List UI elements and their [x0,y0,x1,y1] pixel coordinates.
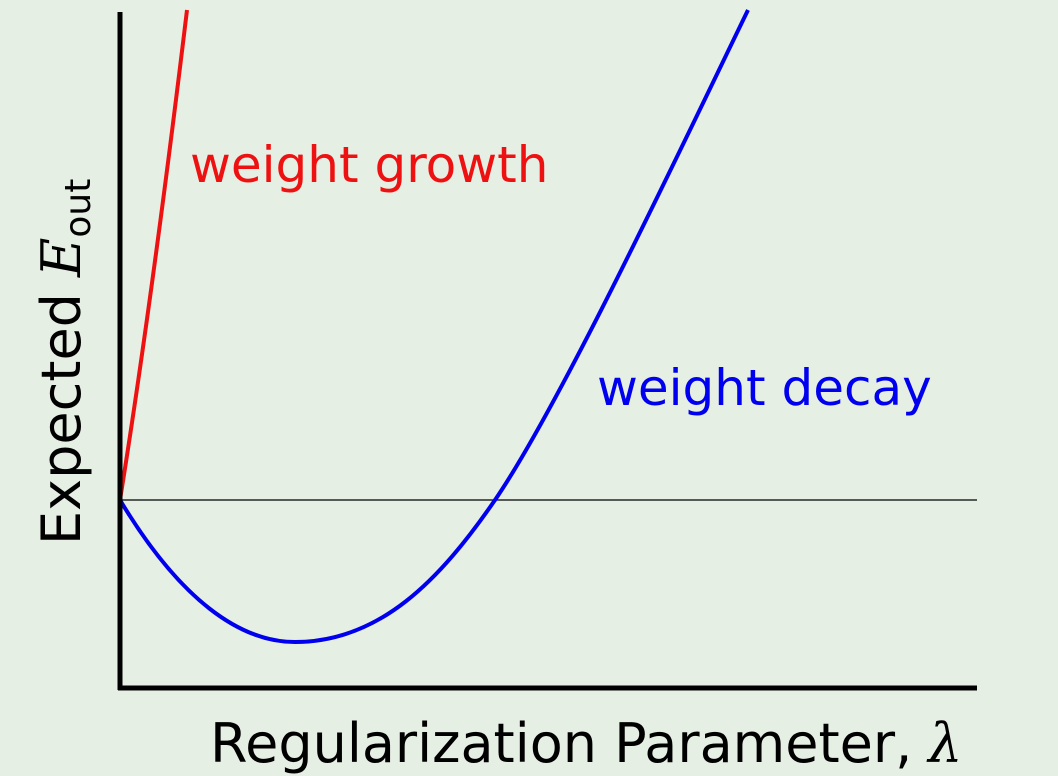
y-axis-label: Expected Eout [30,179,99,545]
y-label-symbol: E [30,238,93,278]
weight-decay-curve [118,9,750,645]
curve-label: weight growth [190,136,548,194]
x-label-text: Regularization Parameter, [210,712,912,775]
weight-growth-curve [118,9,189,501]
curve-label: weight decay [597,359,932,417]
x-axis-label: Regularization Parameter, λ [210,712,963,775]
y-label-subscript: out [58,179,99,238]
y-label-text: Expected [30,293,93,545]
x-label-symbol: λ [926,712,962,775]
